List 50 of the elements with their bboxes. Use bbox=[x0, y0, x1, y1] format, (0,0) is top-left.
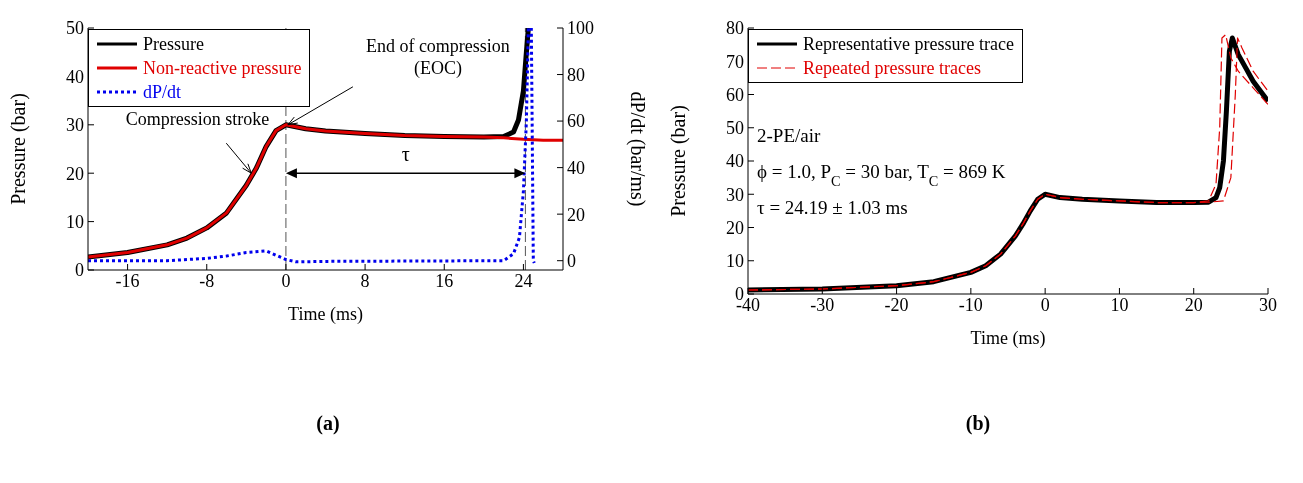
y-tick-label: 40 bbox=[66, 66, 84, 87]
annotation: τ = 24.19 ± 1.03 ms bbox=[757, 197, 908, 218]
x-tick-label: 8 bbox=[360, 270, 370, 291]
legend-label: dP/dt bbox=[143, 81, 182, 103]
y2-axis-title: dP/dt (bar/ms) bbox=[625, 91, 649, 207]
annotation: τ bbox=[401, 143, 410, 166]
legend-label: Pressure bbox=[143, 33, 204, 55]
y-tick-label: 50 bbox=[66, 18, 84, 39]
text: (a) bbox=[315, 412, 341, 435]
x-tick-label: -20 bbox=[884, 294, 909, 315]
x-axis-title: Time (ms) bbox=[970, 328, 1046, 349]
annotation: Compression stroke bbox=[125, 109, 270, 130]
y-tick-label: 20 bbox=[726, 217, 744, 238]
y-tick-label: 10 bbox=[726, 251, 744, 272]
y-tick-label: 10 bbox=[66, 211, 84, 232]
x-axis-title: Time (ms) bbox=[288, 304, 363, 325]
y-tick-label: 50 bbox=[726, 118, 744, 139]
x-tick-label: -8 bbox=[199, 270, 215, 291]
y-tick-label: 40 bbox=[726, 151, 744, 172]
x-tick-label: 0 bbox=[1040, 294, 1050, 315]
x-tick-label: -30 bbox=[810, 294, 835, 315]
y-tick-label: 20 bbox=[66, 163, 84, 184]
y2-tick-label: 80 bbox=[567, 64, 585, 85]
y-tick-label: 80 bbox=[726, 18, 744, 39]
y-axis-title: Pressure (bar) bbox=[7, 93, 31, 205]
x-tick-label: 0 bbox=[281, 270, 291, 291]
annotation: 2-PE/air bbox=[757, 125, 821, 146]
x-tick-label: -10 bbox=[958, 294, 983, 315]
x-tick-label: 20 bbox=[1184, 294, 1203, 315]
y2-tick-label: 20 bbox=[567, 204, 585, 225]
y2-tick-label: 100 bbox=[567, 18, 594, 39]
x-tick-label: 16 bbox=[435, 270, 454, 291]
y-tick-label: 30 bbox=[66, 115, 84, 136]
annotation: End of compression (EOC) bbox=[365, 35, 510, 79]
y-tick-label: 60 bbox=[726, 84, 744, 105]
x-tick-label: 10 bbox=[1110, 294, 1129, 315]
x-tick-label: 24 bbox=[514, 270, 533, 291]
x-tick-label: 30 bbox=[1259, 294, 1277, 315]
y-tick-label: 30 bbox=[726, 184, 744, 205]
y2-tick-label: 0 bbox=[567, 251, 576, 272]
y2-tick-label: 40 bbox=[567, 158, 585, 179]
y-axis-title: Pressure (bar) bbox=[667, 105, 691, 217]
y2-tick-label: 60 bbox=[567, 111, 585, 132]
legend-label: Representative pressure trace bbox=[803, 33, 1014, 55]
y-tick-label: 70 bbox=[726, 51, 744, 72]
legend-label: Repeated pressure traces bbox=[803, 57, 981, 79]
annotation: ϕ = 1.0, P$_{C}$ = 30 bar, T$_{C}$ = 869 K bbox=[757, 161, 1006, 189]
legend-label: Non-reactive pressure bbox=[143, 57, 302, 79]
text: (b) bbox=[964, 412, 992, 435]
x-tick-label: -16 bbox=[115, 270, 140, 291]
